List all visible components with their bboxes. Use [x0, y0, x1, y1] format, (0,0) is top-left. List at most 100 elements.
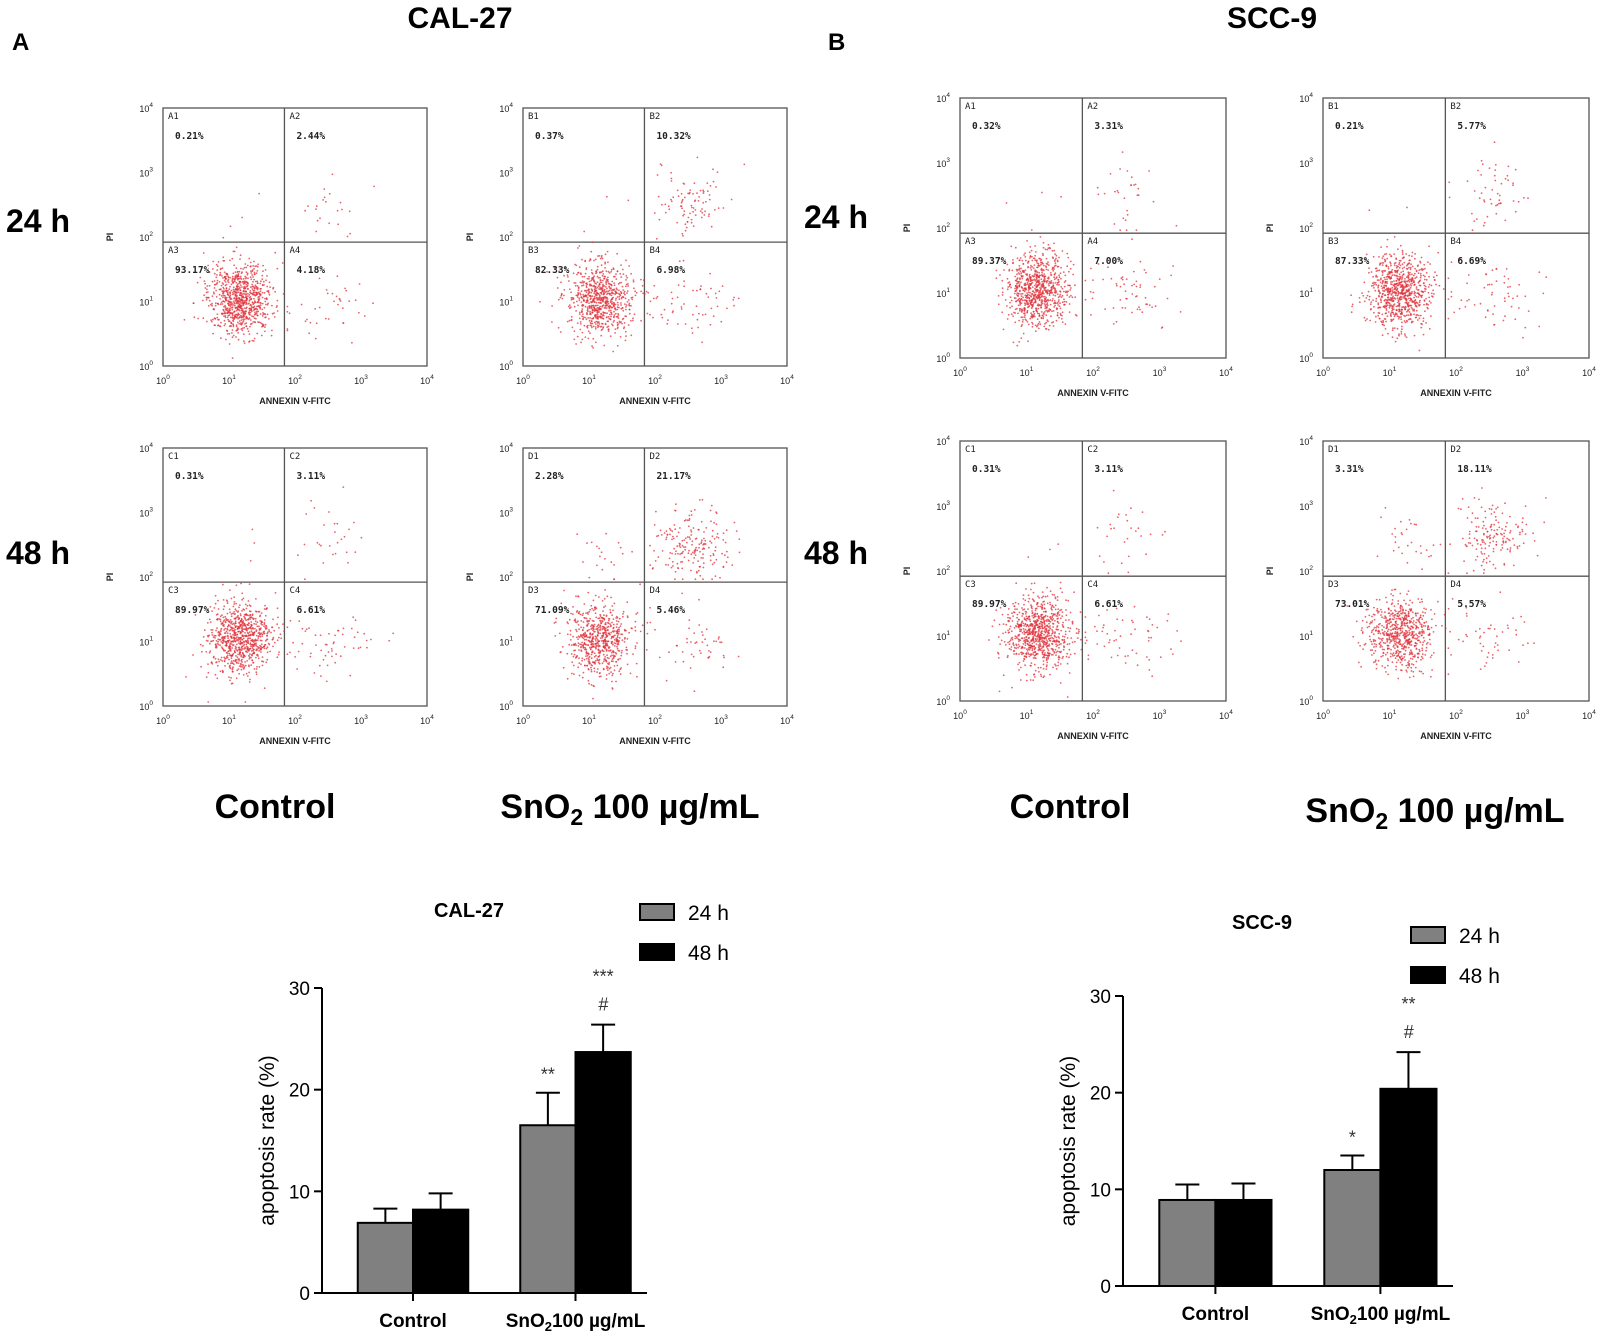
- flow-dot: [589, 317, 591, 319]
- flow-dot: [1042, 268, 1044, 271]
- flow-dot: [226, 625, 229, 628]
- flow-dot: [661, 316, 664, 319]
- flow-dot: [588, 682, 590, 685]
- flow-dot: [640, 290, 642, 293]
- flow-dot: [1120, 277, 1123, 280]
- flow-dot: [611, 674, 614, 677]
- flow-dot: [633, 287, 635, 290]
- flow-dot: [587, 653, 590, 656]
- x-tick-label: 101: [582, 714, 596, 726]
- flow-dot: [1009, 283, 1012, 286]
- flow-dot: [589, 641, 591, 643]
- flow-dot: [570, 319, 573, 322]
- flow-dot: [222, 286, 225, 289]
- flow-dot: [605, 283, 608, 285]
- flow-dot: [219, 298, 222, 300]
- flow-dot: [217, 631, 220, 634]
- x-tick-exponent: 2: [298, 714, 302, 721]
- flow-dot: [240, 322, 242, 324]
- flow-dot: [1049, 272, 1052, 274]
- flow-dot: [1048, 294, 1051, 297]
- flow-dot: [229, 619, 232, 621]
- flow-dot: [600, 299, 602, 301]
- flow-dot: [244, 323, 246, 325]
- flow-dot: [1019, 257, 1022, 259]
- flow-dot: [227, 662, 229, 665]
- flow-dot: [601, 279, 604, 282]
- flow-dot: [315, 205, 318, 208]
- flow-dot: [581, 338, 584, 341]
- flow-dot: [230, 304, 233, 306]
- flow-dot: [1018, 273, 1021, 275]
- flow-dot: [600, 621, 603, 624]
- flow-dot: [1039, 259, 1042, 262]
- flow-dot: [257, 300, 260, 303]
- flow-dot: [616, 252, 618, 255]
- flow-dot: [221, 646, 223, 649]
- flow-dot: [225, 299, 227, 302]
- flow-dot: [722, 666, 725, 669]
- flow-dot: [229, 632, 232, 635]
- flow-dot: [573, 301, 575, 304]
- flow-dot: [636, 612, 639, 614]
- flow-dot: [240, 631, 242, 634]
- flow-dot: [625, 335, 627, 337]
- flow-dot: [1358, 301, 1361, 304]
- flow-dot: [559, 651, 562, 654]
- flow-dots: [183, 173, 375, 359]
- flow-dot: [231, 667, 234, 670]
- flow-dot: [1045, 268, 1048, 271]
- flow-dot: [322, 562, 325, 564]
- flow-dot: [589, 608, 591, 611]
- flow-dot: [253, 278, 256, 281]
- flow-dot: [363, 632, 366, 635]
- flow-dot: [253, 631, 256, 634]
- flow-dot: [1405, 253, 1408, 255]
- flow-dot: [1123, 197, 1126, 200]
- panel-letter-a: A: [12, 29, 29, 56]
- flow-dot: [695, 641, 698, 644]
- flow-dot: [1053, 273, 1056, 276]
- flow-dot: [606, 287, 608, 290]
- flow-dot: [698, 196, 700, 198]
- flow-dot: [1043, 279, 1045, 282]
- flow-dot: [680, 201, 683, 204]
- flow-dot: [349, 232, 351, 235]
- flow-dot: [1016, 294, 1019, 297]
- flow-dot: [1052, 310, 1055, 312]
- flow-dot: [1006, 318, 1009, 320]
- flow-dot: [577, 289, 580, 291]
- flow-dot: [214, 302, 217, 305]
- flow-dot: [1043, 297, 1046, 300]
- flow-dot: [246, 604, 249, 607]
- flow-dot: [233, 651, 236, 653]
- flow-dot: [616, 344, 619, 347]
- flow-dot: [225, 283, 228, 286]
- flow-dot: [676, 535, 678, 538]
- flow-dot: [614, 642, 617, 645]
- flow-dot: [248, 300, 251, 302]
- flow-dot: [1031, 293, 1033, 296]
- flow-dot: [351, 341, 353, 344]
- flow-dot: [229, 625, 231, 627]
- flow-dot: [224, 657, 227, 660]
- flow-dot: [254, 265, 257, 268]
- flow-dot: [1029, 255, 1032, 258]
- flow-dot: [227, 276, 230, 279]
- flow-dot: [315, 322, 318, 325]
- flow-dot: [1053, 249, 1056, 252]
- y-tick-exponent: 1: [149, 636, 153, 643]
- flow-dot: [598, 596, 600, 598]
- flow-dot: [210, 629, 213, 631]
- flow-dot: [1022, 296, 1024, 299]
- flow-dot: [1053, 278, 1056, 281]
- flow-dot: [255, 671, 258, 674]
- flow-dot: [697, 569, 700, 572]
- flow-dot: [220, 288, 222, 291]
- flow-dot: [615, 626, 618, 629]
- flow-dot: [230, 621, 233, 623]
- flow-dot: [1012, 262, 1014, 265]
- flow-dot: [264, 604, 266, 607]
- flow-dot: [228, 645, 231, 648]
- flow-dot: [692, 289, 694, 292]
